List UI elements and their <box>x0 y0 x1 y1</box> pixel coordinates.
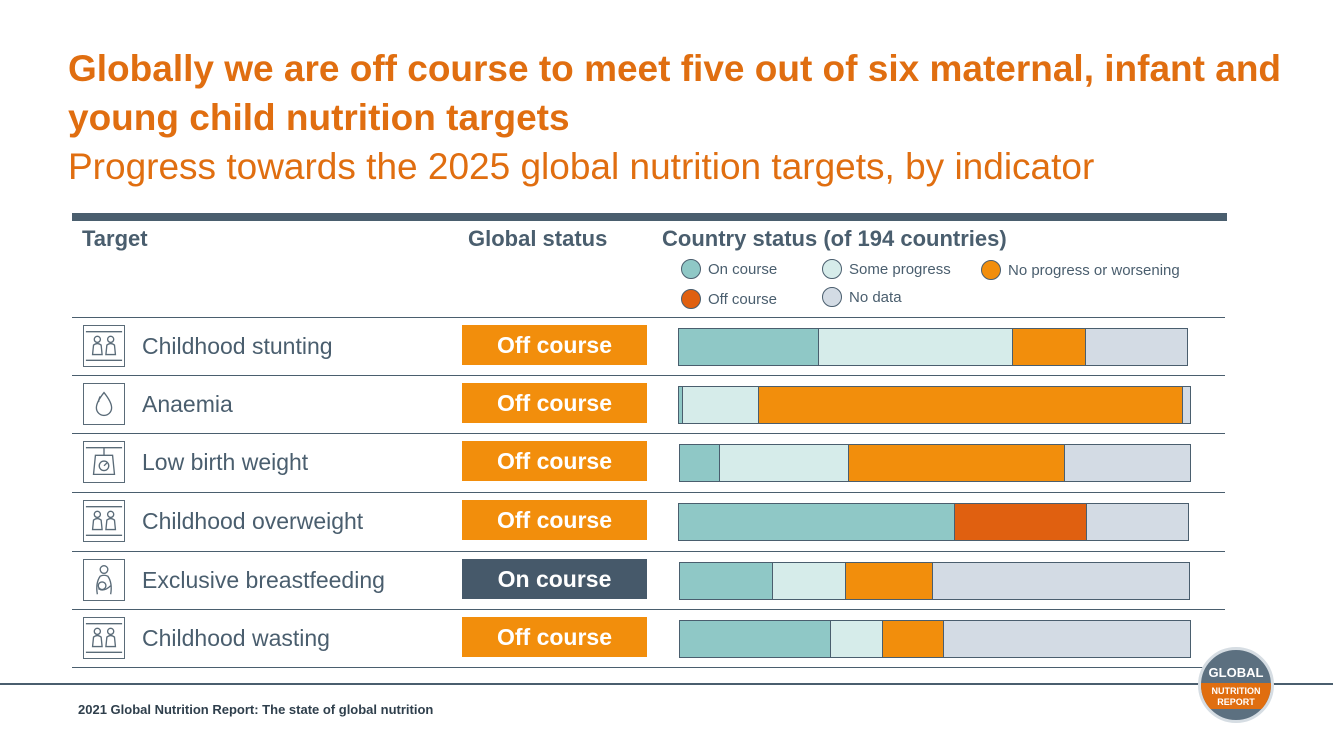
global-status-badge: Off course <box>462 325 647 365</box>
gnr-logo: GLOBAL NUTRITION REPORT <box>1198 647 1274 723</box>
bar-segment-on-course <box>679 329 818 365</box>
bar-segment-no-progress-or-worsening <box>758 387 1183 423</box>
bar-segment-on-course <box>679 387 682 423</box>
target-label: Low birth weight <box>142 449 309 475</box>
legend-label: No progress or worsening <box>1008 261 1180 279</box>
legend-swatch <box>681 289 701 309</box>
footer-source: 2021 Global Nutrition Report: The state … <box>78 702 434 717</box>
global-status-badge: Off course <box>462 383 647 423</box>
country-status-bar <box>678 503 1189 541</box>
country-status-bar <box>679 562 1190 600</box>
legend-label: No data <box>849 288 902 306</box>
droplet-icon <box>83 383 125 425</box>
row-divider <box>72 667 1225 668</box>
breastfeeding-icon <box>83 559 125 601</box>
header-divider <box>72 213 1227 221</box>
legend-item-no-progress: No progress or worsening <box>981 260 1180 280</box>
bar-segment-no-data <box>1084 329 1187 365</box>
header-target: Target <box>82 226 148 251</box>
bar-segment-off-course <box>954 504 1086 540</box>
legend-item-on-course: On course <box>681 259 777 279</box>
country-status-bar <box>678 328 1188 366</box>
bar-segment-no-data <box>931 563 1189 599</box>
bar-segment-on-course <box>680 445 720 481</box>
legend-item-no-data: No data <box>822 287 902 307</box>
logo-line-1: GLOBAL <box>1208 665 1264 680</box>
bar-segment-no-data <box>1182 387 1190 423</box>
bar-segment-some-progress <box>681 387 758 423</box>
legend-swatch <box>681 259 701 279</box>
legend-label: On course <box>708 260 778 278</box>
children-icon <box>83 617 125 659</box>
legend-swatch <box>822 287 842 307</box>
target-label: Childhood overweight <box>142 508 364 534</box>
logo-line-3: REPORT <box>1217 697 1255 707</box>
bar-segment-no-data <box>1063 445 1190 481</box>
row-divider <box>72 375 1225 376</box>
bar-segment-some-progress <box>771 563 846 599</box>
legend-label: Some progress <box>849 260 951 278</box>
bar-segment-on-course <box>680 563 772 599</box>
bar-segment-some-progress <box>719 445 849 481</box>
page-subtitle: Progress towards the 2025 global nutriti… <box>68 146 1095 187</box>
row-divider <box>72 551 1225 552</box>
legend-swatch <box>822 259 842 279</box>
page-title: Globally we are off course to meet five … <box>68 48 1282 138</box>
target-label: Exclusive breastfeeding <box>142 567 385 593</box>
scale-icon <box>83 441 125 483</box>
bar-segment-no-data <box>1085 504 1188 540</box>
bar-segment-on-course <box>680 621 830 657</box>
global-status-badge: Off course <box>462 500 647 540</box>
legend-label: Off course <box>708 290 777 308</box>
target-label: Childhood wasting <box>142 625 330 651</box>
bar-segment-no-progress-or-worsening <box>1011 329 1085 365</box>
logo-line-2: NUTRITION <box>1211 686 1261 696</box>
country-status-bar <box>678 386 1191 424</box>
bar-segment-no-progress-or-worsening <box>848 445 1064 481</box>
bar-segment-on-course <box>679 504 955 540</box>
row-divider <box>72 492 1225 493</box>
bar-segment-no-progress-or-worsening <box>845 563 932 599</box>
children-icon <box>83 325 125 367</box>
header-global-status: Global status <box>468 226 608 251</box>
footer-divider <box>0 683 1333 685</box>
global-status-badge: On course <box>462 559 647 599</box>
country-status-bar <box>679 620 1191 658</box>
row-divider <box>72 317 1225 318</box>
target-label: Childhood stunting <box>142 333 333 359</box>
global-status-badge: Off course <box>462 617 647 657</box>
legend-swatch <box>981 260 1001 280</box>
bar-segment-no-progress-or-worsening <box>882 621 943 657</box>
children-icon <box>83 500 125 542</box>
bar-segment-no-data <box>942 621 1190 657</box>
legend-item-off-course: Off course <box>681 289 777 309</box>
bar-segment-some-progress <box>817 329 1012 365</box>
target-label: Anaemia <box>142 391 233 417</box>
row-divider <box>72 433 1225 434</box>
global-status-badge: Off course <box>462 441 647 481</box>
header-country-status: Country status (of 194 countries) <box>662 226 1007 251</box>
row-divider <box>72 609 1225 610</box>
country-status-bar <box>679 444 1191 482</box>
legend-item-some-progress: Some progress <box>822 259 951 279</box>
bar-segment-some-progress <box>829 621 883 657</box>
